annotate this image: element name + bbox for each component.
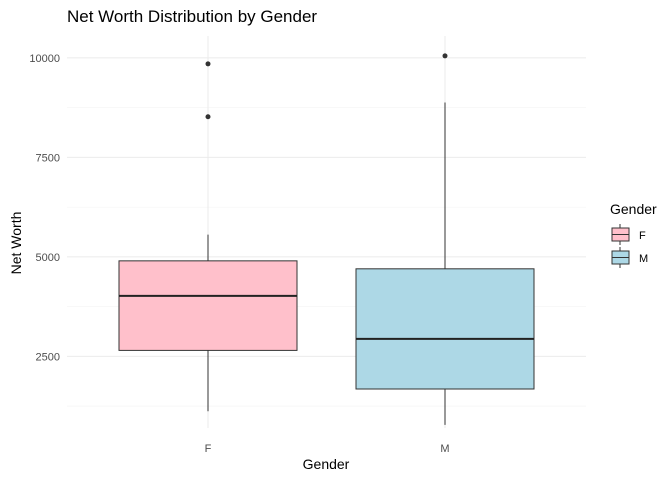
ticks: 2500 5000 7500 10000 F M xyxy=(29,53,449,455)
box-f xyxy=(118,61,298,412)
y-tick-label: 10000 xyxy=(29,53,60,65)
x-tick-label: F xyxy=(205,443,212,455)
outlier-point xyxy=(205,61,211,67)
y-tick-label: 5000 xyxy=(36,252,60,264)
boxes xyxy=(118,53,535,425)
y-tick-label: 7500 xyxy=(36,152,60,164)
y-axis-title: Net Worth xyxy=(8,212,24,275)
iqr-box xyxy=(355,268,535,390)
y-tick-label: 2500 xyxy=(36,351,60,363)
legend-title: Gender xyxy=(610,201,657,217)
legend: Gender FM xyxy=(610,201,657,268)
outlier-point xyxy=(205,114,211,120)
box-m xyxy=(355,53,535,425)
iqr-box xyxy=(118,260,298,351)
chart-title: Net Worth Distribution by Gender xyxy=(67,7,317,26)
outlier-point xyxy=(442,53,448,59)
legend-label-m: M xyxy=(639,253,648,265)
x-axis-title: Gender xyxy=(303,456,350,472)
legend-label-f: F xyxy=(639,230,646,242)
x-tick-label: M xyxy=(440,443,449,455)
